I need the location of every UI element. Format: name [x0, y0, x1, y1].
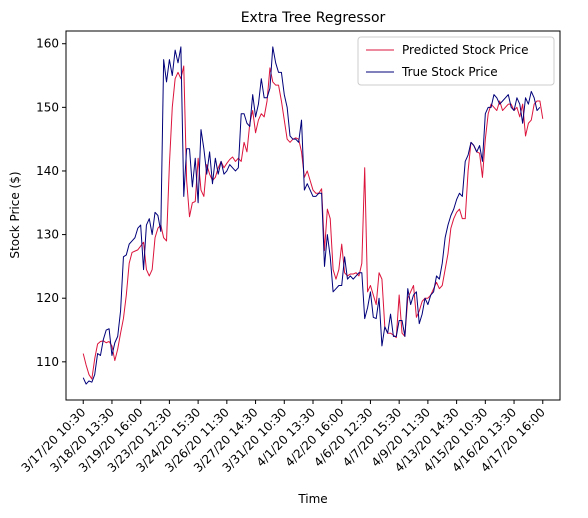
y-tick-label: 110	[36, 355, 59, 369]
legend-label: True Stock Price	[401, 65, 498, 79]
y-axis-label: Stock Price ($)	[8, 171, 22, 258]
legend-label: Predicted Stock Price	[402, 43, 528, 57]
y-axis: 110 120 130 140 150 160	[36, 37, 66, 369]
chart-title: Extra Tree Regressor	[241, 10, 386, 26]
x-axis: 3/17/20 10:303/18/20 13:303/19/20 16:003…	[19, 400, 548, 475]
plot-frame	[65, 30, 561, 401]
series-line-predicted	[82, 65, 544, 380]
y-tick-label: 130	[36, 228, 59, 242]
legend-box	[357, 36, 555, 86]
y-tick-label: 150	[36, 100, 59, 114]
y-tick-label: 120	[36, 291, 59, 305]
series-line-true	[82, 46, 541, 385]
y-tick-label: 140	[36, 164, 59, 178]
y-tick-label: 160	[36, 37, 59, 51]
series-layer	[82, 46, 544, 385]
legend: Predicted Stock Price True Stock Price	[357, 36, 555, 86]
x-axis-label: Time	[297, 492, 327, 506]
